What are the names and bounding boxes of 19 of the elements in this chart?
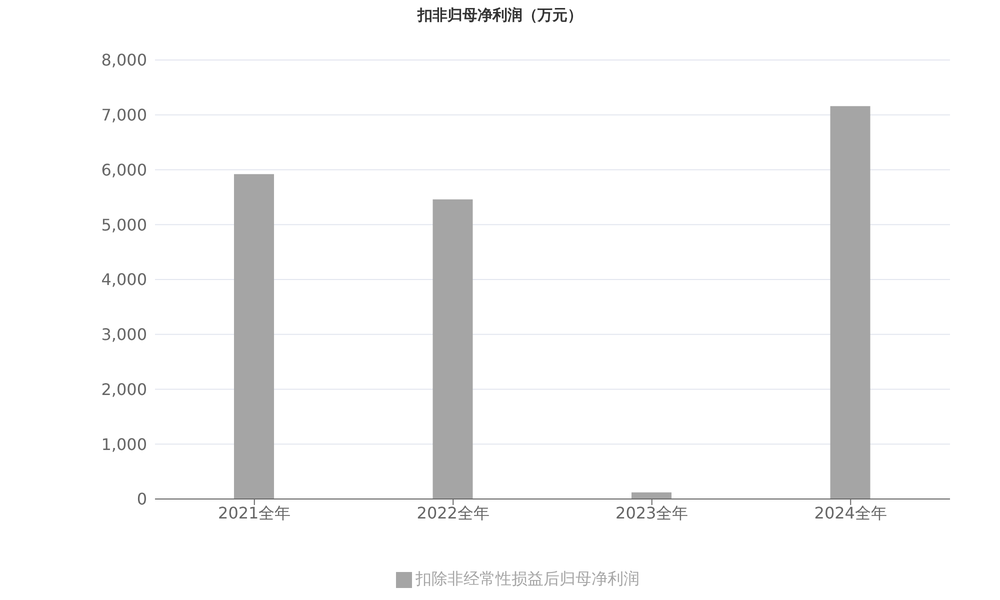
y-tick-label: 2,000 [101, 380, 147, 399]
bar [830, 106, 870, 499]
x-tick-label: 2024全年 [814, 503, 887, 522]
x-tick-label: 2023全年 [616, 503, 688, 522]
chart-title: 扣非归母净利润（万元） [416, 6, 584, 25]
legend-label: 扣除非经常性损益后归母净利润 [416, 569, 640, 588]
y-tick-label: 6,000 [101, 160, 147, 180]
x-tick-label: 2021全年 [218, 503, 291, 522]
y-tick-label: 1,000 [101, 434, 147, 454]
bar [234, 174, 274, 499]
y-tick-label: 8,000 [101, 50, 147, 70]
y-tick-label: 7,000 [101, 106, 147, 125]
y-tick-label: 5,000 [101, 215, 147, 234]
bar [632, 492, 672, 499]
bar [432, 199, 473, 499]
y-tick-label: 0 [136, 490, 147, 509]
y-tick-label: 4,000 [101, 270, 147, 290]
x-tick-label: 2022全年 [416, 503, 490, 522]
y-tick-label: 3,000 [101, 325, 147, 344]
